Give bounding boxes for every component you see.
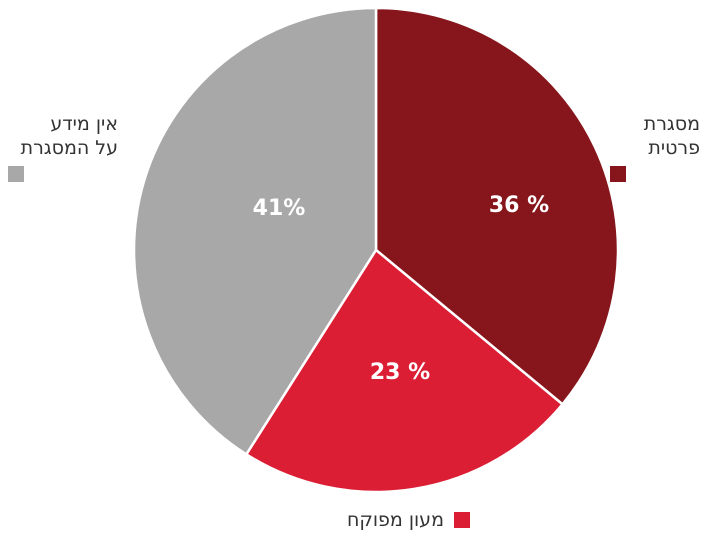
legend-swatch-no-info	[8, 166, 24, 182]
legend-label-supervised: מעון מפוקח	[346, 509, 444, 531]
pie-slices	[132, 6, 620, 494]
pie-slice-supervised	[245, 248, 564, 494]
legend-item-no-info: אין מידע על המסגרת	[8, 112, 118, 182]
pie-value-labels: 36 % 23 % 41%	[253, 193, 550, 385]
legend-label-private-line1: מסגרת	[643, 113, 700, 135]
legend-swatch-supervised	[454, 512, 470, 528]
pie-value-label-supervised: 23 %	[370, 360, 430, 385]
pie-slice-no-info	[132, 6, 378, 456]
pie-value-label-no-info: 41%	[253, 196, 306, 221]
pie-slice-private	[374, 6, 620, 406]
legend-label-no-info-line1: אין מידע	[50, 113, 118, 135]
legend-item-supervised: מעון מפוקח	[300, 508, 470, 532]
legend-label-private-line2: פרטית	[648, 137, 700, 159]
legend-item-private: מסגרת פרטית	[610, 112, 700, 182]
legend-swatch-private	[610, 166, 626, 182]
legend-label-no-info-line2: על המסגרת	[20, 137, 118, 159]
pie-value-label-private: 36 %	[489, 193, 549, 218]
